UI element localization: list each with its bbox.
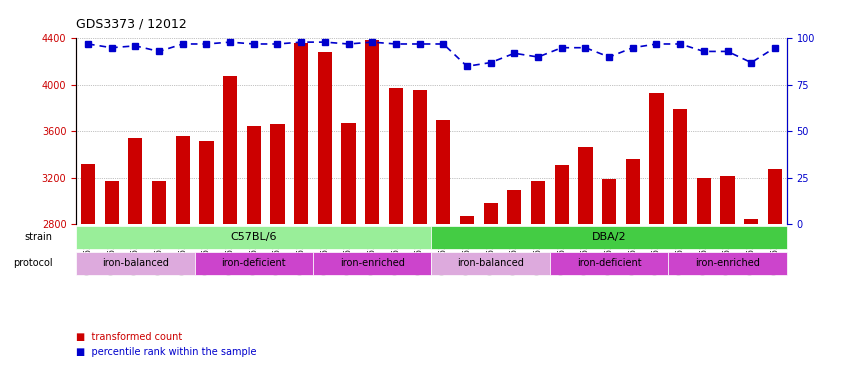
Bar bbox=[579, 147, 592, 224]
Bar bbox=[460, 216, 474, 224]
FancyBboxPatch shape bbox=[431, 252, 550, 275]
Bar bbox=[105, 181, 118, 224]
Bar bbox=[81, 164, 95, 224]
Bar bbox=[508, 190, 521, 224]
FancyBboxPatch shape bbox=[550, 252, 668, 275]
Bar bbox=[531, 181, 545, 224]
FancyBboxPatch shape bbox=[195, 252, 313, 275]
Bar bbox=[176, 136, 190, 224]
Text: protocol: protocol bbox=[13, 258, 52, 268]
Bar bbox=[294, 43, 308, 224]
FancyBboxPatch shape bbox=[313, 252, 431, 275]
Bar bbox=[152, 181, 166, 224]
Bar bbox=[650, 93, 663, 224]
Text: iron-balanced: iron-balanced bbox=[102, 258, 169, 268]
Bar bbox=[673, 109, 687, 224]
FancyBboxPatch shape bbox=[76, 252, 195, 275]
Bar bbox=[129, 138, 142, 224]
Text: iron-enriched: iron-enriched bbox=[340, 258, 404, 268]
Text: ■  percentile rank within the sample: ■ percentile rank within the sample bbox=[76, 347, 256, 357]
FancyBboxPatch shape bbox=[431, 226, 787, 249]
Text: iron-balanced: iron-balanced bbox=[457, 258, 525, 268]
Bar bbox=[484, 204, 497, 224]
Bar bbox=[555, 165, 569, 224]
Text: iron-enriched: iron-enriched bbox=[695, 258, 760, 268]
Bar bbox=[365, 40, 379, 224]
FancyBboxPatch shape bbox=[668, 252, 787, 275]
Bar bbox=[744, 218, 758, 224]
Bar bbox=[223, 76, 237, 224]
Text: iron-deficient: iron-deficient bbox=[577, 258, 641, 268]
Text: DBA/2: DBA/2 bbox=[592, 232, 626, 242]
Bar bbox=[389, 88, 403, 224]
Bar bbox=[247, 126, 261, 224]
Bar bbox=[626, 159, 640, 224]
Bar bbox=[413, 89, 426, 224]
Text: GDS3373 / 12012: GDS3373 / 12012 bbox=[76, 18, 187, 31]
Bar bbox=[437, 120, 450, 224]
Bar bbox=[342, 123, 355, 224]
FancyBboxPatch shape bbox=[76, 226, 431, 249]
Bar bbox=[200, 141, 213, 224]
Text: strain: strain bbox=[25, 232, 52, 242]
Text: ■  transformed count: ■ transformed count bbox=[76, 332, 183, 342]
Text: iron-deficient: iron-deficient bbox=[222, 258, 286, 268]
Bar bbox=[318, 52, 332, 224]
Bar bbox=[697, 178, 711, 224]
Text: C57BL/6: C57BL/6 bbox=[231, 232, 277, 242]
Bar bbox=[271, 124, 284, 224]
Bar bbox=[721, 175, 734, 224]
Bar bbox=[602, 179, 616, 224]
Bar bbox=[768, 169, 782, 224]
